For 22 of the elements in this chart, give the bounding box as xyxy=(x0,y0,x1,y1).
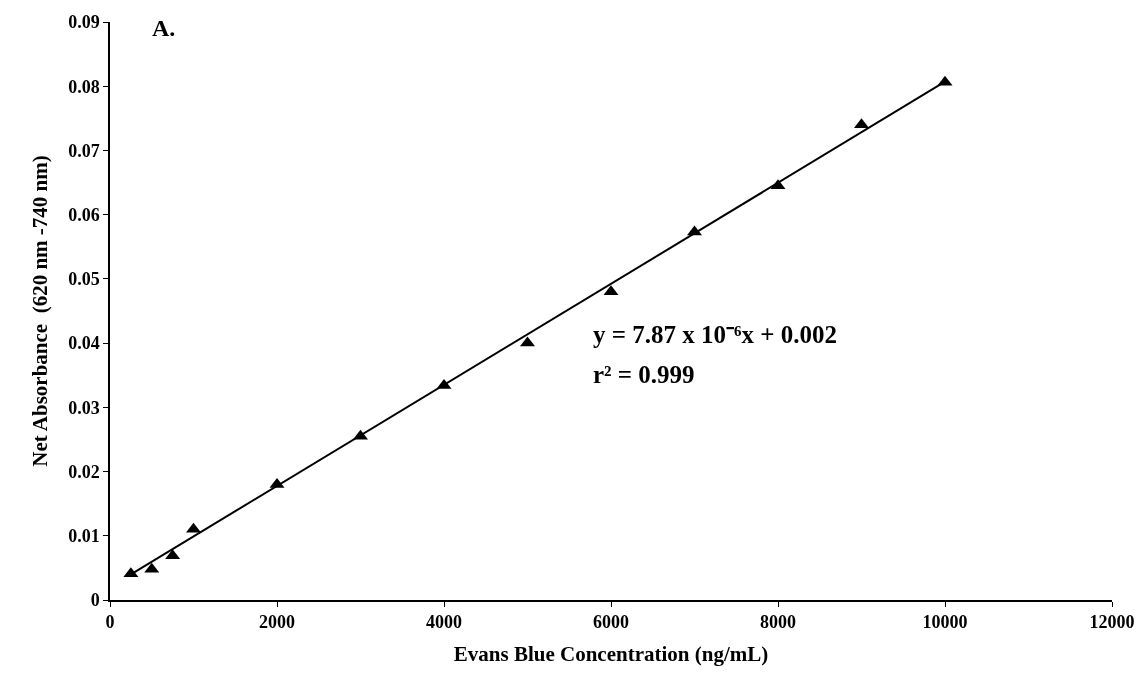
y-tick-label: 0.03 xyxy=(68,397,100,418)
x-tick-label: 8000 xyxy=(760,612,796,633)
y-tick-label: 0 xyxy=(90,590,100,611)
x-tick-label: 0 xyxy=(105,612,115,633)
x-tick-label: 10000 xyxy=(922,612,968,633)
x-tick-label: 2000 xyxy=(259,612,295,633)
y-tick-label: 0.07 xyxy=(68,140,100,161)
x-axis-title: Evans Blue Concentration (ng/mL) xyxy=(453,642,769,667)
y-tick-label: 0.05 xyxy=(68,269,100,290)
x-tick-label: 6000 xyxy=(593,612,629,633)
annotation: y = 7.87 x 10⁻⁶x + 0.002 xyxy=(593,321,837,348)
annotation: A. xyxy=(152,15,176,41)
annotation: r² = 0.999 xyxy=(593,361,695,388)
x-tick-label: 4000 xyxy=(426,612,462,633)
y-tick-label: 0.01 xyxy=(68,526,100,547)
y-tick-label: 0.09 xyxy=(68,12,100,33)
y-tick-label: 0.08 xyxy=(68,76,100,97)
y-tick-label: 0.06 xyxy=(68,204,100,225)
x-tick-label: 12000 xyxy=(1089,612,1135,633)
y-axis-title: Net Absorbance (620 nm -740 nm) xyxy=(27,155,52,467)
y-tick-label: 0.02 xyxy=(68,461,100,482)
y-tick-label: 0.04 xyxy=(68,333,100,354)
